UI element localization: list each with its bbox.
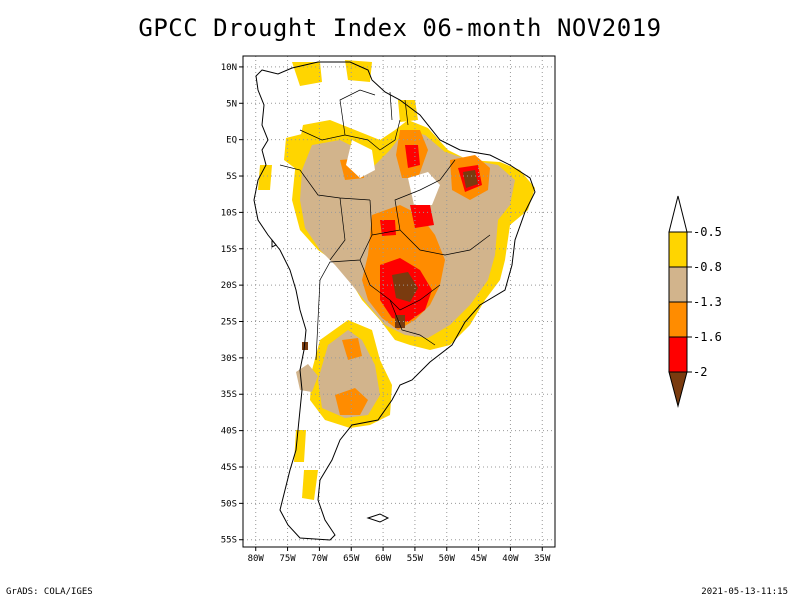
footer-timestamp: 2021-05-13-11:15 bbox=[701, 587, 788, 597]
lat-label: 15S bbox=[221, 245, 237, 255]
no-drought-areas bbox=[346, 140, 440, 205]
lon-label: 35W bbox=[534, 554, 551, 564]
latitude-labels: 10N 5N EQ 5S 10S 15S 20S 25S 30S 35S 40S 45S 50S 55S bbox=[221, 63, 243, 546]
lon-label: 70W bbox=[311, 554, 328, 564]
colorbar-label: -1.3 bbox=[693, 295, 722, 309]
colorbar-swatch-1 bbox=[668, 266, 688, 303]
colorbar-label: -0.5 bbox=[693, 225, 722, 239]
lat-label: 50S bbox=[221, 499, 237, 509]
colorbar-label: -1.6 bbox=[693, 330, 722, 344]
lat-label: 35S bbox=[221, 390, 237, 400]
colorbar-swatch-2 bbox=[668, 301, 688, 338]
footer-credit: GrADS: COLA/IGES bbox=[6, 587, 93, 597]
lon-label: 45W bbox=[470, 554, 487, 564]
lon-label: 60W bbox=[375, 554, 392, 564]
lake-outline bbox=[271, 238, 277, 248]
colorbar-swatch-0 bbox=[668, 231, 688, 268]
grid-lines bbox=[243, 56, 555, 547]
lat-label: 55S bbox=[221, 536, 237, 546]
colorbar-label: -0.8 bbox=[693, 260, 722, 274]
lon-label: 80W bbox=[248, 554, 265, 564]
lon-label: 55W bbox=[407, 554, 424, 564]
colorbar-top-triangle bbox=[668, 195, 688, 233]
lat-label: 5S bbox=[226, 172, 237, 182]
south-america-coastline bbox=[253, 61, 536, 541]
lon-label: 65W bbox=[343, 554, 360, 564]
lat-label: 10S bbox=[221, 208, 237, 218]
country-borders bbox=[279, 89, 491, 361]
coastlines bbox=[253, 61, 536, 541]
falkland-islands bbox=[366, 513, 390, 523]
colorbar-swatch-3 bbox=[668, 336, 688, 373]
lat-label: EQ bbox=[226, 136, 237, 146]
longitude-labels: 80W 75W 70W 65W 60W 55W 50W 45W 40W 35W bbox=[248, 547, 551, 564]
lon-label: 75W bbox=[279, 554, 296, 564]
colorbar-bottom-triangle bbox=[668, 371, 688, 408]
lat-label: 5N bbox=[226, 99, 237, 109]
lon-label: 50W bbox=[439, 554, 456, 564]
lat-label: 30S bbox=[221, 354, 237, 364]
lon-label: 40W bbox=[502, 554, 519, 564]
drought-fills bbox=[258, 60, 535, 500]
lat-label: 10N bbox=[221, 63, 237, 73]
map-frame bbox=[242, 55, 556, 548]
lat-label: 20S bbox=[221, 281, 237, 291]
map-title: GPCC Drought Index 06-month NOV2019 bbox=[138, 14, 662, 42]
lat-label: 25S bbox=[221, 318, 237, 328]
colorbar: -0.5 -0.8 -1.3 -1.6 -2 bbox=[668, 195, 722, 408]
lat-label: 40S bbox=[221, 427, 237, 437]
lat-label: 45S bbox=[221, 463, 237, 473]
colorbar-label: -2 bbox=[693, 365, 707, 379]
